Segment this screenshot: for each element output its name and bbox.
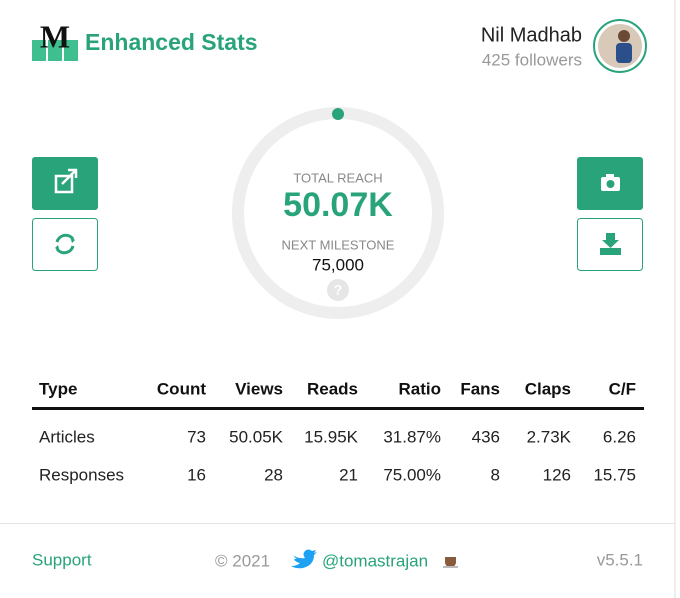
table-cell: 436 [472,427,500,446]
column-header: Views [235,379,283,398]
support-link[interactable]: Support [32,550,92,569]
help-icon[interactable]: ? [327,279,349,301]
column-header: Claps [525,379,571,398]
column-header: Reads [307,379,358,398]
logo: M [32,18,78,61]
followers: 425 followers [482,50,582,69]
stats-table: Type Count Views Reads Ratio Fans Claps C/F Arti… [39,379,636,484]
table-cell: 28 [264,465,283,484]
table-cell: 2.73K [527,427,572,446]
table-cell: 75.00% [383,465,441,484]
twitter-handle[interactable]: @tomastrajan [322,551,428,570]
table-cell: 31.87% [383,427,441,446]
download-button[interactable] [577,218,643,271]
table-cell: Articles [39,427,95,446]
table-cell: 15.95K [304,427,359,446]
column-header: C/F [609,379,636,398]
milestone: 75,000 [312,255,364,274]
avatar [593,19,647,73]
reach-value: 50.07K [283,186,393,224]
refresh-button[interactable] [32,218,98,271]
table-cell: 6.26 [603,427,636,446]
copyright: © 2021 [215,551,270,570]
column-header: Fans [460,379,500,398]
column-header: Ratio [399,379,442,398]
brand: Enhanced Stats [85,29,258,55]
table-cell: 73 [187,427,206,446]
version: v5.5.1 [597,550,643,569]
milestone-label: NEXT MILESTONE [282,237,395,252]
table-cell: 21 [339,465,358,484]
logo-letter: M [40,18,70,54]
column-header: Count [157,379,206,398]
user-name: Nil Madhab [481,24,582,46]
table-cell: Responses [39,465,124,484]
svg-text:?: ? [334,282,343,298]
coffee-icon [443,557,458,568]
table-cell: 16 [187,465,206,484]
table-cell: 126 [543,465,571,484]
reach-label: TOTAL REACH [293,170,382,185]
screenshot-button[interactable] [577,157,643,210]
column-header: Type [39,379,77,398]
ring-dot [332,108,344,120]
table-cell: 8 [491,465,500,484]
twitter-icon [291,549,317,569]
open-button[interactable] [32,157,98,210]
table-cell: 50.05K [229,427,284,446]
table-cell: 15.75 [593,465,636,484]
